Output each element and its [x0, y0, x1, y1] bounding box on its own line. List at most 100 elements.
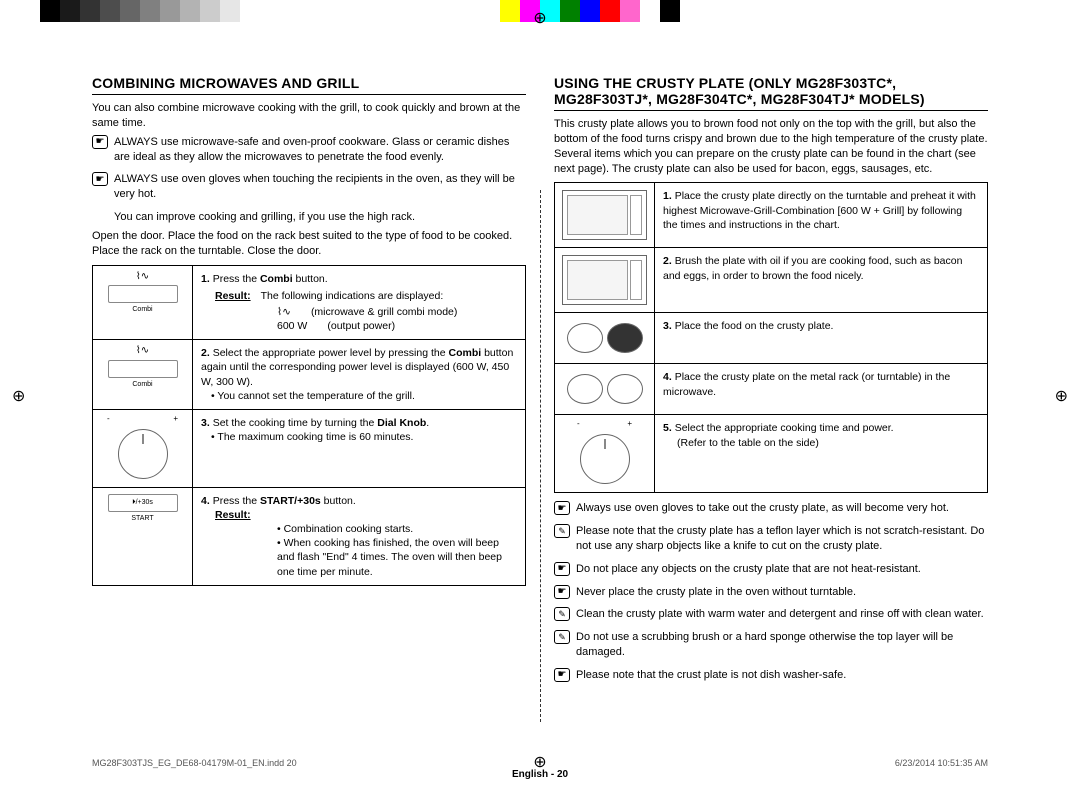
table-row: -+ 3. Set the cooking time by turning th… [93, 409, 526, 487]
table-row: ⏵/+30s START 4. Press the START/+30s butt… [93, 487, 526, 585]
note-text: Please note that the crust plate is not … [576, 668, 846, 683]
plates-graphic [559, 368, 650, 410]
bullet-list: The maximum cooking time is 60 minutes. [201, 430, 517, 444]
note-icon [554, 607, 570, 621]
left-column: COMBINING MICROWAVES AND GRILL You can a… [92, 75, 526, 732]
table-row: -+5. Select the appropriate cooking time… [555, 415, 988, 493]
left-heading: COMBINING MICROWAVES AND GRILL [92, 75, 526, 95]
note-row: Please note that the crusty plate has a … [554, 524, 988, 558]
indicator-a: ⌇∿ [277, 305, 291, 319]
page-footer: English - 20 [0, 769, 1080, 780]
btn-label: Combi [97, 305, 188, 314]
step-image-cell: ⌇∿Combi [93, 265, 193, 340]
indicator-b: (microwave & grill combi mode) [311, 305, 457, 319]
hand-icon [92, 135, 108, 149]
note-text: Never place the crusty plate in the oven… [576, 585, 856, 600]
step-image-cell: ⌇∿Combi [93, 340, 193, 410]
right-heading: USING THE CRUSTY PLATE (ONLY MG28F303TC*… [554, 75, 988, 111]
step-text: Set the cooking time by turning the [213, 417, 378, 429]
step-sub: (Refer to the table on the side) [663, 437, 819, 449]
left-note1: You can improve cooking and grilling, if… [92, 210, 526, 225]
step-num: 5. [663, 422, 672, 434]
table-row: ⌇∿Combi 2. Select the appropriate power … [93, 340, 526, 410]
registration-mark-top: ⊕ [533, 8, 546, 28]
microwave-graphic [562, 190, 647, 240]
note-text: Clean the crusty plate with warm water a… [576, 607, 984, 622]
tip-row: ALWAYS use oven gloves when touching the… [92, 172, 526, 206]
microwave-graphic [562, 255, 647, 305]
note-row: Do not use a scrubbing brush or a hard s… [554, 630, 988, 664]
right-intro: This crusty plate allows you to brown fo… [554, 117, 988, 176]
step-image-cell [555, 364, 655, 415]
note-row: Never place the crusty plate in the oven… [554, 585, 988, 604]
step-bold: Combi [260, 273, 293, 285]
step-bold: Dial Knob [377, 417, 426, 429]
note-text: Do not use a scrubbing brush or a hard s… [576, 630, 988, 660]
note-text: Do not place any objects on the crusty p… [576, 562, 921, 577]
hand-icon [554, 668, 570, 682]
bullet: The maximum cooking time is 60 minutes. [211, 430, 517, 444]
right-column: USING THE CRUSTY PLATE (ONLY MG28F303TC*… [554, 75, 988, 732]
step-image-cell: -+ [555, 415, 655, 493]
note-row: Do not place any objects on the crusty p… [554, 562, 988, 581]
step-num: 3. [663, 320, 672, 332]
result-text: The following indications are displayed: [261, 289, 444, 303]
note-row: Clean the crusty plate with warm water a… [554, 607, 988, 626]
step-bold: Combi [449, 347, 482, 359]
note-icon [554, 524, 570, 538]
btn-label: START [97, 514, 188, 523]
note-row: Please note that the crust plate is not … [554, 668, 988, 687]
right-steps-table: 1. Place the crusty plate directly on th… [554, 182, 988, 493]
step-num: 4. [663, 371, 672, 383]
bullet: Combination cooking starts. [277, 522, 517, 536]
step-text2: button. [321, 495, 356, 507]
step-text: Brush the plate with oil if you are cook… [663, 255, 962, 281]
result-label: Result: [201, 509, 251, 521]
step-text-cell: 1. Press the Combi button. Result:The fo… [193, 265, 526, 340]
step-image-cell: -+ [93, 409, 193, 487]
hand-icon [554, 562, 570, 576]
step-text: Place the crusty plate directly on the t… [663, 190, 976, 230]
registration-mark-right: ⊕ [1055, 386, 1068, 406]
note-text: Always use oven gloves to take out the c… [576, 501, 949, 516]
indicator-a: 600 W [277, 319, 307, 333]
registration-mark-left: ⊕ [12, 386, 25, 406]
combi-button-graphic [108, 360, 178, 378]
step-text: Select the appropriate cooking time and … [675, 422, 894, 434]
plates-graphic [559, 317, 650, 359]
indicator-b: (output power) [327, 319, 395, 333]
step-text: Press the [213, 495, 260, 507]
left-note2: Open the door. Place the food on the rac… [92, 229, 526, 259]
start-button-graphic: ⏵/+30s [108, 494, 178, 512]
step-num: 2. [663, 255, 672, 267]
right-notes: Always use oven gloves to take out the c… [554, 501, 988, 687]
step-num: 2. [201, 347, 210, 359]
step-text-cell: 4. Press the START/+30s button. Result: … [193, 487, 526, 585]
color-calibration-bar [40, 0, 680, 22]
left-intro: You can also combine microwave cooking w… [92, 101, 526, 131]
combi-button-graphic [108, 285, 178, 303]
tip-text: ALWAYS use oven gloves when touching the… [114, 172, 526, 202]
table-row: ⌇∿Combi 1. Press the Combi button. Resul… [93, 265, 526, 340]
step-text-cell: 2. Brush the plate with oil if you are c… [655, 248, 988, 313]
column-separator [540, 190, 541, 722]
dial-knob-graphic [580, 434, 630, 484]
tip-text: ALWAYS use microwave-safe and oven-proof… [114, 135, 526, 165]
left-steps-table: ⌇∿Combi 1. Press the Combi button. Resul… [92, 265, 526, 586]
step-text-cell: 3. Set the cooking time by turning the D… [193, 409, 526, 487]
hand-icon [92, 172, 108, 186]
step-text-cell: 1. Place the crusty plate directly on th… [655, 183, 988, 248]
step-text-cell: 2. Select the appropriate power level by… [193, 340, 526, 410]
step-image-cell [555, 313, 655, 364]
dial-knob-graphic [118, 429, 168, 479]
table-row: 1. Place the crusty plate directly on th… [555, 183, 988, 248]
result-label: Result: [215, 289, 251, 303]
footnote-right: 6/23/2014 10:51:35 AM [895, 758, 988, 768]
bullet-list: You cannot set the temperature of the gr… [201, 389, 517, 403]
table-row: 4. Place the crusty plate on the metal r… [555, 364, 988, 415]
step-num: 3. [201, 417, 210, 429]
btn-label: Combi [97, 380, 188, 389]
table-row: 2. Brush the plate with oil if you are c… [555, 248, 988, 313]
step-text2: . [426, 417, 429, 429]
step-text-cell: 5. Select the appropriate cooking time a… [655, 415, 988, 493]
